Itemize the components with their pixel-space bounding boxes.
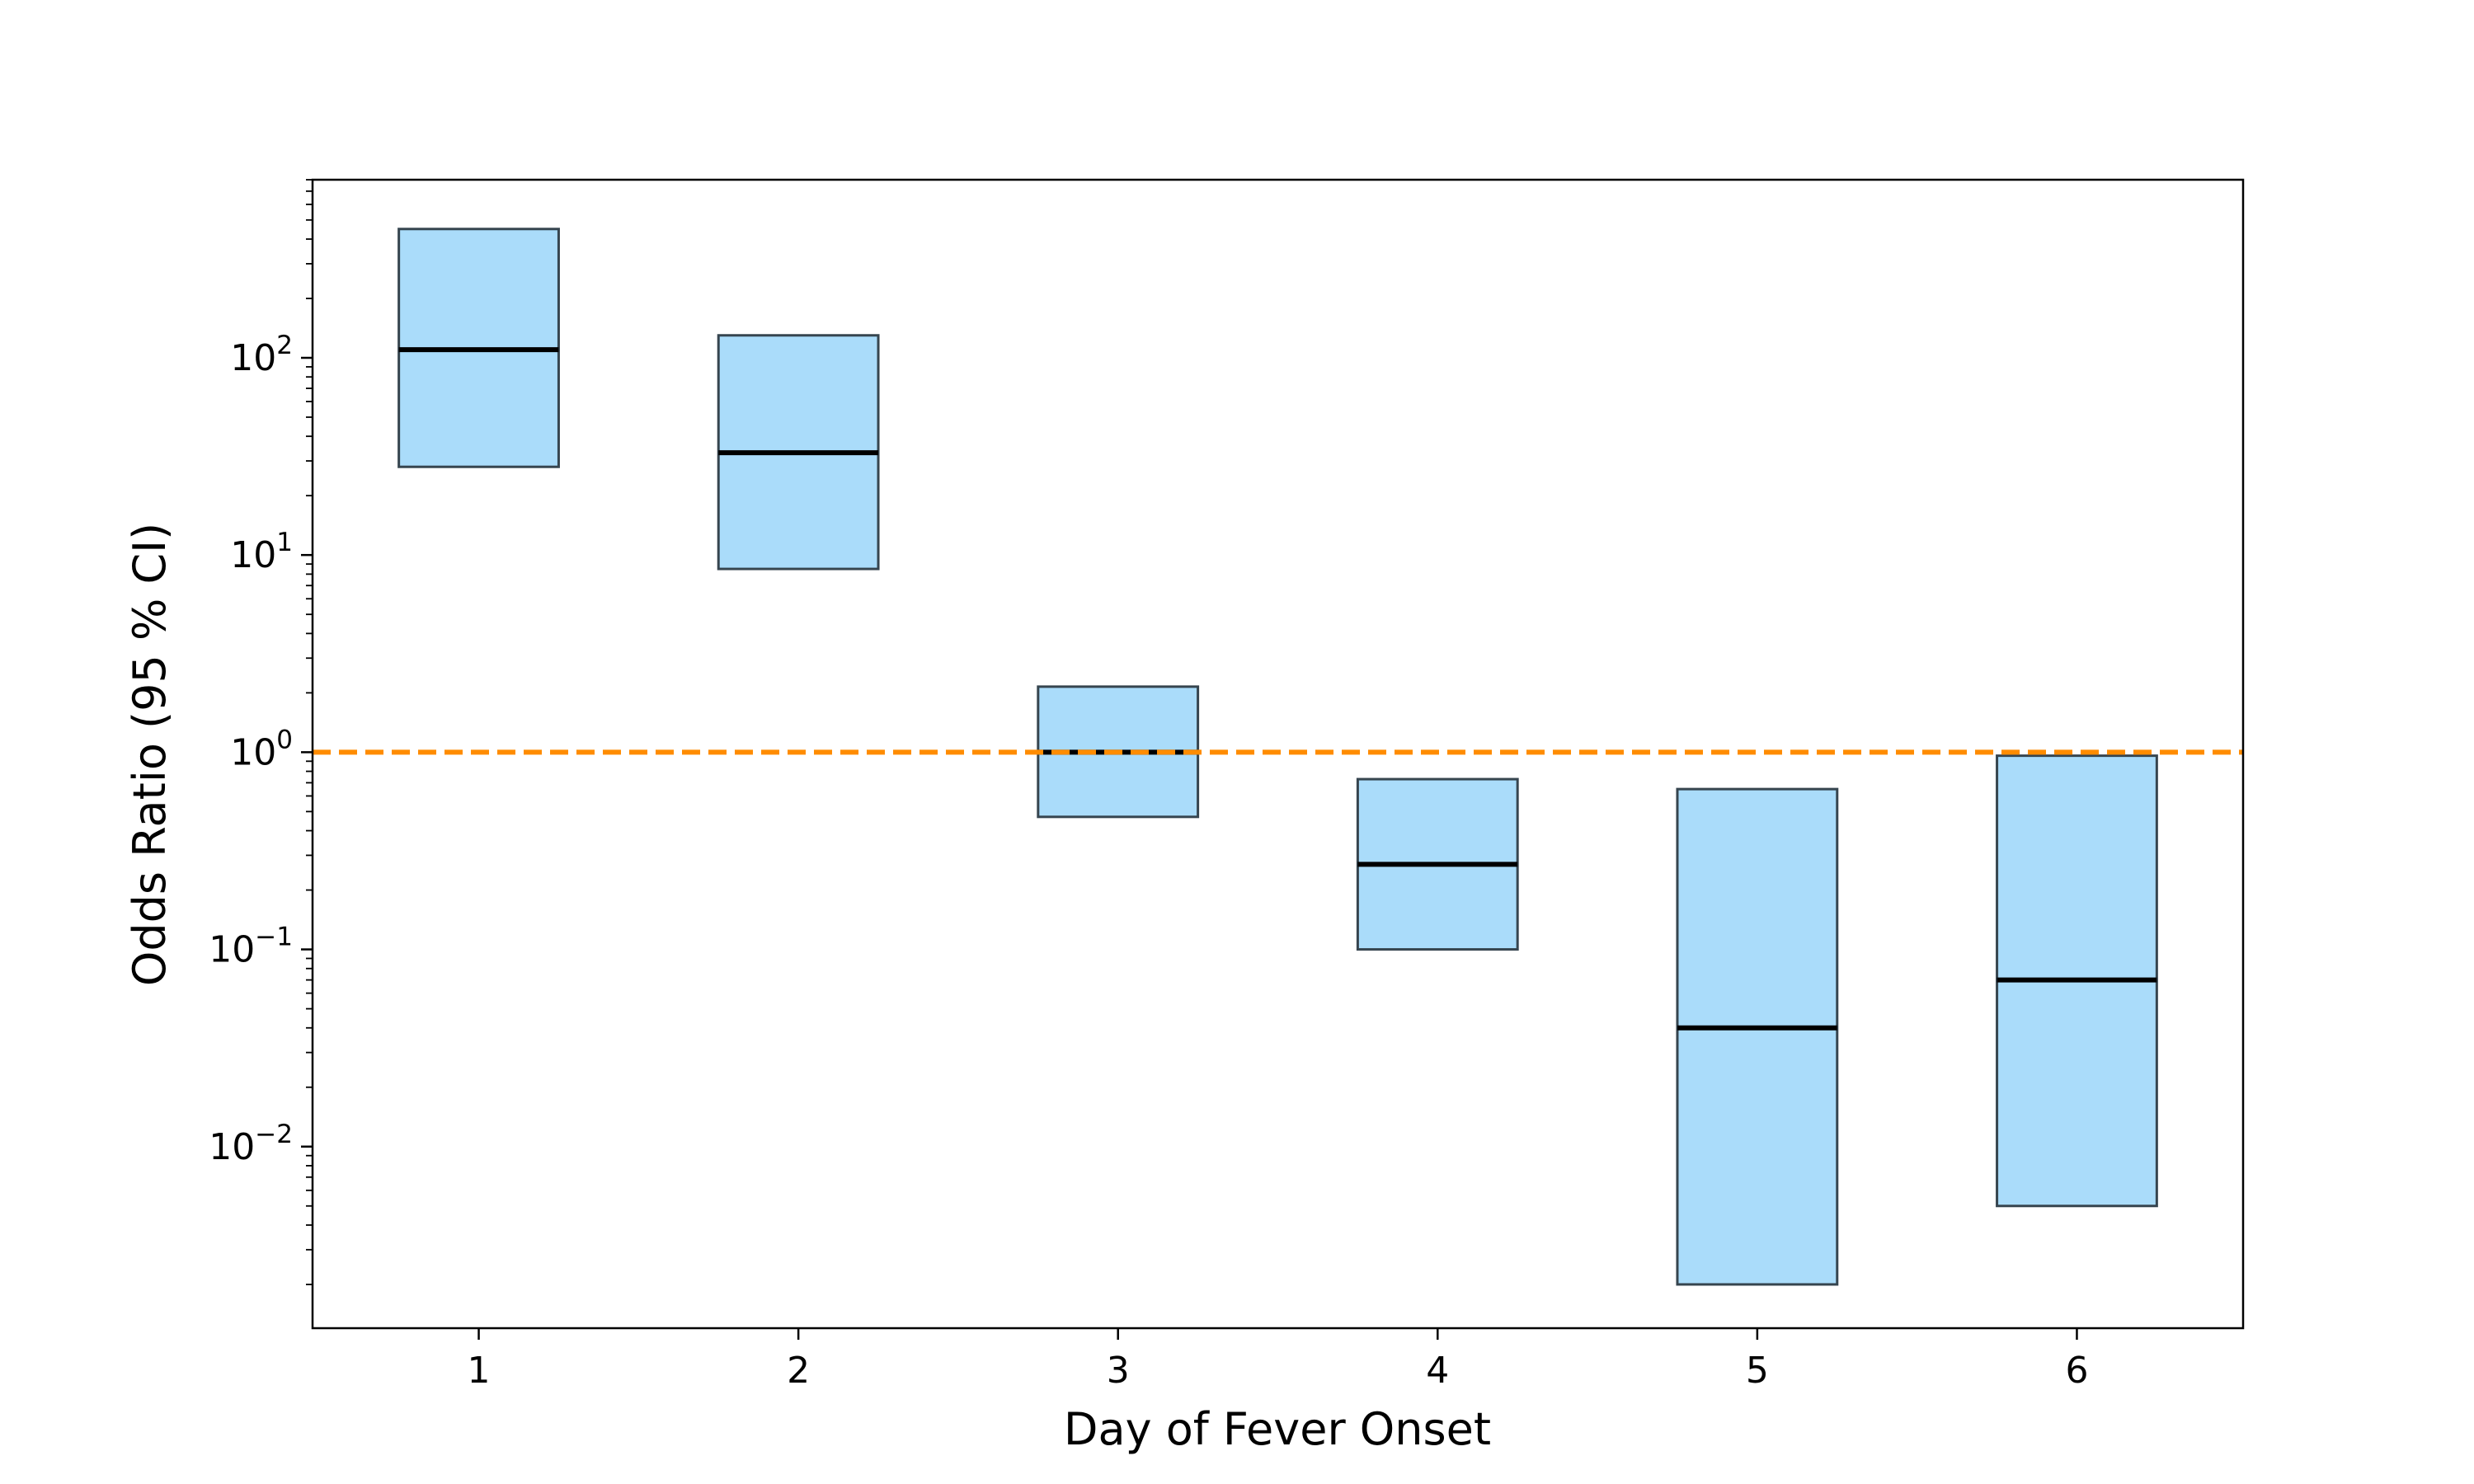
y-ticks: 10−2 10−1 100 101 102: [209, 179, 313, 1285]
x-tick-label: 6: [2065, 1350, 2088, 1392]
plot-frame: [311, 178, 2245, 1330]
boxes-layer: [397, 228, 2158, 1286]
x-tick-label: 2: [787, 1350, 810, 1392]
x-tick-label: 4: [1426, 1350, 1449, 1392]
y-tick-label: 102: [230, 331, 293, 379]
y-tick-label: 100: [230, 725, 293, 773]
y-tick-label: 10−2: [209, 1120, 293, 1168]
y-tick-label: 101: [230, 528, 293, 576]
y-axis-title: Odds Ratio (95 % CI): [124, 523, 176, 986]
y-tick-label: 10−1: [209, 923, 293, 971]
x-axis-title: Day of Fever Onset: [1064, 1403, 1491, 1455]
x-tick-label: 3: [1107, 1350, 1130, 1392]
ci-box-day-5: [1676, 787, 1839, 1286]
x-ticks: 1 2 3 4 5 6: [468, 1328, 2088, 1392]
x-tick-label: 5: [1746, 1350, 1769, 1392]
axes-layer: [311, 178, 2245, 1330]
x-tick-label: 1: [468, 1350, 491, 1392]
